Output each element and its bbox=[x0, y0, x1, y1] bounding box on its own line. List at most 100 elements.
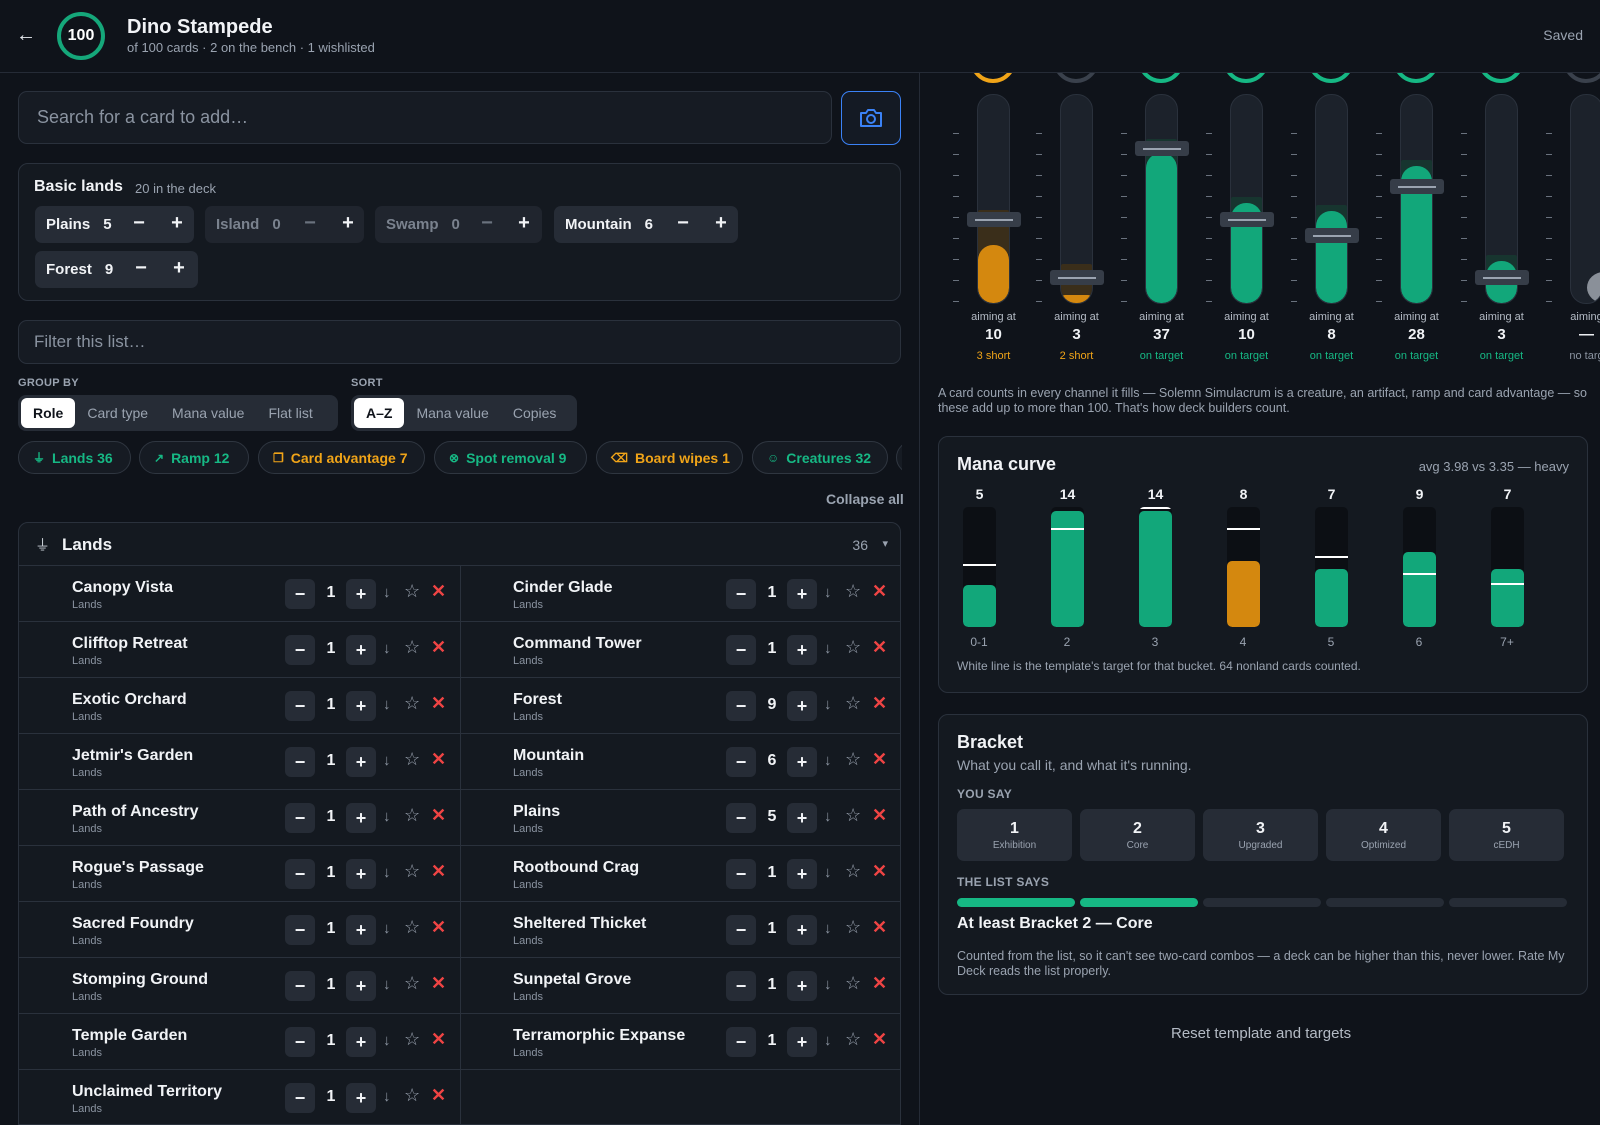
decrement-button[interactable]: − bbox=[726, 803, 756, 833]
decrement-button[interactable]: − bbox=[133, 212, 145, 234]
card-row[interactable]: Exotic Orchard Lands −1 + ↓ ☆ ✕ bbox=[19, 678, 461, 734]
star-icon[interactable]: ☆ bbox=[404, 861, 421, 881]
star-icon[interactable]: ☆ bbox=[845, 973, 862, 993]
bracket-option-3[interactable]: 3 Upgraded bbox=[1203, 809, 1318, 861]
card-row[interactable]: Cinder Glade Lands −1 + ↓ ☆ ✕ bbox=[460, 566, 900, 622]
bracket-option-4[interactable]: 4 Optimized bbox=[1326, 809, 1441, 861]
card-row[interactable]: Forest Lands −9 + ↓ ☆ ✕ bbox=[460, 678, 900, 734]
channel-slider[interactable]: aiming at 3 2 short bbox=[1034, 73, 1119, 370]
card-row[interactable]: Rootbound Crag Lands −1 + ↓ ☆ ✕ bbox=[460, 846, 900, 902]
increment-button[interactable]: + bbox=[787, 747, 817, 777]
channel-slider[interactable]: aiming at 37 on target bbox=[1119, 73, 1204, 370]
increment-button[interactable]: + bbox=[518, 212, 530, 234]
decrement-button[interactable]: − bbox=[304, 212, 316, 234]
star-icon[interactable]: ☆ bbox=[845, 861, 862, 881]
star-icon[interactable]: ☆ bbox=[845, 693, 862, 713]
remove-x-icon[interactable]: ✕ bbox=[431, 861, 447, 881]
decrement-button[interactable]: − bbox=[285, 691, 315, 721]
move-to-bench-icon[interactable]: ↓ bbox=[383, 584, 391, 601]
star-icon[interactable]: ☆ bbox=[404, 581, 421, 601]
decrement-button[interactable]: − bbox=[726, 915, 756, 945]
target-handle[interactable] bbox=[1390, 179, 1444, 194]
card-search-input[interactable] bbox=[18, 91, 832, 144]
card-row[interactable]: Sheltered Thicket Lands −1 + ↓ ☆ ✕ bbox=[460, 902, 900, 958]
move-to-bench-icon[interactable]: ↓ bbox=[383, 640, 391, 657]
card-name[interactable]: Sacred Foundry bbox=[72, 915, 194, 932]
card-name[interactable]: Exotic Orchard bbox=[72, 691, 187, 708]
slider-track[interactable] bbox=[1570, 94, 1600, 304]
role-pill-card-advantage[interactable]: ❐ Card advantage 7 bbox=[258, 441, 425, 474]
chevron-down-icon[interactable]: ▾ bbox=[882, 538, 888, 550]
decrement-button[interactable]: − bbox=[285, 1083, 315, 1113]
remove-x-icon[interactable]: ✕ bbox=[872, 805, 888, 825]
list-filter-input[interactable] bbox=[18, 320, 901, 364]
move-to-bench-icon[interactable]: ↓ bbox=[383, 976, 391, 993]
decrement-button[interactable]: − bbox=[285, 803, 315, 833]
card-name[interactable]: Rogue's Passage bbox=[72, 859, 204, 876]
increment-button[interactable]: + bbox=[787, 579, 817, 609]
remove-x-icon[interactable]: ✕ bbox=[872, 1029, 888, 1049]
deck-title[interactable]: Dino Stampede bbox=[127, 16, 273, 38]
move-to-bench-icon[interactable]: ↓ bbox=[383, 696, 391, 713]
move-to-bench-icon[interactable]: ↓ bbox=[824, 920, 832, 937]
card-row[interactable]: Plains Lands −5 + ↓ ☆ ✕ bbox=[460, 790, 900, 846]
slider-track[interactable] bbox=[1145, 94, 1178, 304]
increment-button[interactable]: + bbox=[173, 257, 185, 279]
move-to-bench-icon[interactable]: ↓ bbox=[383, 752, 391, 769]
card-row[interactable]: Mountain Lands −6 + ↓ ☆ ✕ bbox=[460, 734, 900, 790]
card-name[interactable]: Unclaimed Territory bbox=[72, 1083, 222, 1100]
bracket-option-5[interactable]: 5 cEDH bbox=[1449, 809, 1564, 861]
channel-slider[interactable]: aiming at 10 3 short bbox=[951, 73, 1036, 370]
remove-x-icon[interactable]: ✕ bbox=[431, 1029, 447, 1049]
role-pill-ramp[interactable]: ↗ Ramp 12 bbox=[139, 441, 249, 474]
curve-bar[interactable] bbox=[1491, 507, 1524, 627]
decrement-button[interactable]: − bbox=[726, 579, 756, 609]
camera-scan-button[interactable] bbox=[841, 91, 901, 145]
sort-copies[interactable]: Copies bbox=[512, 405, 557, 421]
card-row[interactable]: Stomping Ground Lands −1 + ↓ ☆ ✕ bbox=[19, 958, 461, 1014]
star-icon[interactable]: ☆ bbox=[845, 1029, 862, 1049]
card-name[interactable]: Temple Garden bbox=[72, 1027, 188, 1044]
curve-bar[interactable] bbox=[963, 507, 996, 627]
target-handle[interactable] bbox=[1305, 228, 1359, 243]
remove-x-icon[interactable]: ✕ bbox=[431, 581, 447, 601]
group-by-role[interactable]: Role bbox=[21, 398, 76, 428]
increment-button[interactable]: + bbox=[346, 859, 376, 889]
increment-button[interactable]: + bbox=[342, 212, 354, 234]
role-pill-board-wipes[interactable]: ⌫ Board wipes 1 bbox=[596, 441, 743, 474]
increment-button[interactable]: + bbox=[787, 971, 817, 1001]
card-row[interactable]: Terramorphic Expanse Lands −1 + ↓ ☆ ✕ bbox=[460, 1014, 900, 1070]
card-name[interactable]: Clifftop Retreat bbox=[72, 635, 188, 652]
move-to-bench-icon[interactable]: ↓ bbox=[383, 808, 391, 825]
role-pill-lands[interactable]: ⏚ Lands 36 bbox=[18, 441, 131, 474]
decrement-button[interactable]: − bbox=[726, 747, 756, 777]
increment-button[interactable]: + bbox=[787, 635, 817, 665]
increment-button[interactable]: + bbox=[715, 212, 727, 234]
remove-x-icon[interactable]: ✕ bbox=[431, 1085, 447, 1105]
star-icon[interactable]: ☆ bbox=[845, 581, 862, 601]
remove-x-icon[interactable]: ✕ bbox=[872, 581, 888, 601]
card-row[interactable]: Rogue's Passage Lands −1 + ↓ ☆ ✕ bbox=[19, 846, 461, 902]
curve-bar[interactable] bbox=[1315, 507, 1348, 627]
star-icon[interactable]: ☆ bbox=[845, 637, 862, 657]
card-row[interactable]: Command Tower Lands −1 + ↓ ☆ ✕ bbox=[460, 622, 900, 678]
group-by-card-type[interactable]: Card type bbox=[87, 405, 149, 421]
move-to-bench-icon[interactable]: ↓ bbox=[824, 808, 832, 825]
increment-button[interactable]: + bbox=[787, 915, 817, 945]
channel-slider[interactable]: aiming at 28 on target bbox=[1374, 73, 1459, 370]
group-by-flat-list[interactable]: Flat list bbox=[268, 405, 313, 421]
sort-a-z[interactable]: A–Z bbox=[354, 398, 405, 428]
slider-track[interactable] bbox=[1230, 94, 1263, 304]
star-icon[interactable]: ☆ bbox=[404, 1029, 421, 1049]
increment-button[interactable]: + bbox=[171, 212, 183, 234]
card-row[interactable]: Sacred Foundry Lands −1 + ↓ ☆ ✕ bbox=[19, 902, 461, 958]
increment-button[interactable]: + bbox=[346, 803, 376, 833]
bracket-option-2[interactable]: 2 Core bbox=[1080, 809, 1195, 861]
sort-mana-value[interactable]: Mana value bbox=[416, 405, 489, 421]
increment-button[interactable]: + bbox=[346, 915, 376, 945]
decrement-button[interactable]: − bbox=[726, 859, 756, 889]
reset-targets-button[interactable]: Reset template and targets bbox=[1171, 1025, 1352, 1042]
move-to-bench-icon[interactable]: ↓ bbox=[824, 584, 832, 601]
star-icon[interactable]: ☆ bbox=[404, 805, 421, 825]
decrement-button[interactable]: − bbox=[285, 635, 315, 665]
